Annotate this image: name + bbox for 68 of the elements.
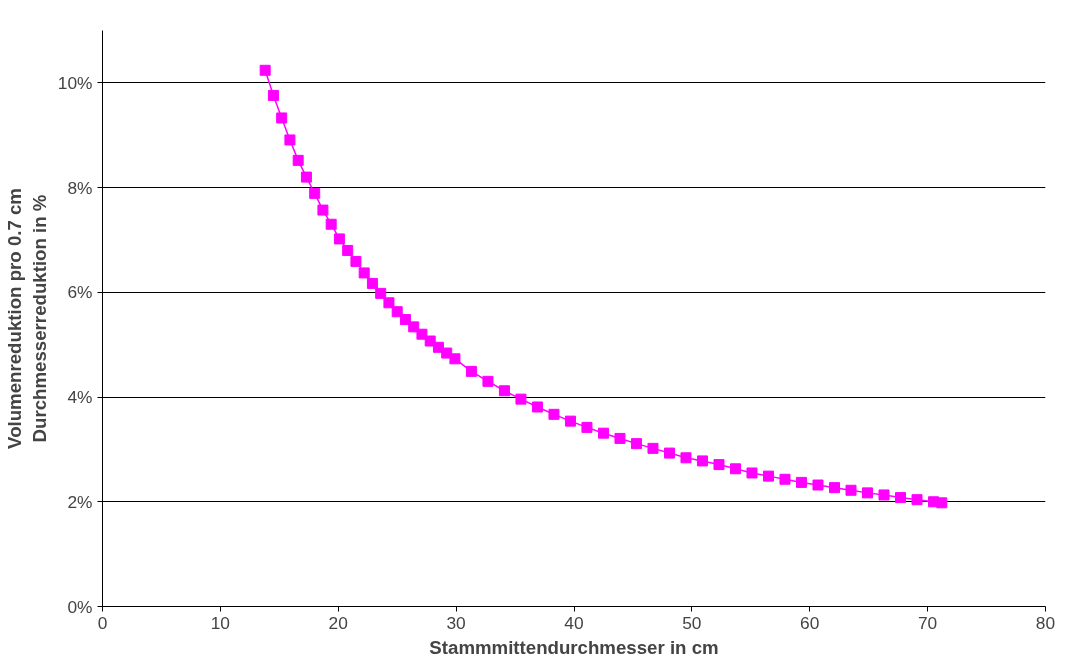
x-tick-label: 0 <box>97 612 108 633</box>
point <box>614 432 626 444</box>
point <box>936 497 948 509</box>
y-tick-label: 4% <box>67 387 93 408</box>
x-tick-label: 10 <box>210 612 231 633</box>
point <box>564 415 576 427</box>
x-tick-label: 40 <box>564 612 584 633</box>
point <box>482 375 494 387</box>
x-tick-label: 50 <box>682 612 702 633</box>
y-axis-title: Volumenreduktion pro 0.7 cm Durchmesserreduktion in % <box>3 188 50 449</box>
point <box>746 467 758 479</box>
point <box>399 314 411 326</box>
point <box>317 204 329 216</box>
y-tick-label: 8% <box>67 177 93 198</box>
point <box>358 267 370 279</box>
point <box>762 470 774 482</box>
x-tick-label: 20 <box>328 612 348 633</box>
point <box>597 427 609 439</box>
point <box>375 287 387 299</box>
x-tick-label: 70 <box>917 612 938 633</box>
point <box>342 244 354 256</box>
point <box>300 171 312 183</box>
x-tick-label: 30 <box>446 612 466 633</box>
point <box>845 484 857 496</box>
point <box>259 64 271 76</box>
point <box>424 335 436 347</box>
point <box>515 393 527 405</box>
point <box>663 447 675 459</box>
point <box>729 463 741 475</box>
point <box>391 306 403 318</box>
point <box>531 401 543 413</box>
point <box>862 487 874 499</box>
x-tick-label: 60 <box>800 612 820 633</box>
point <box>713 459 725 471</box>
point <box>383 297 395 309</box>
point <box>276 112 288 124</box>
point <box>680 452 692 464</box>
point <box>647 442 659 454</box>
point <box>292 154 304 166</box>
point <box>779 473 791 485</box>
point <box>416 328 428 340</box>
y-tick-label: 6% <box>67 282 93 303</box>
point <box>465 365 477 377</box>
point <box>267 89 279 101</box>
x-axis-title: Stammmittendurchmesser in cm <box>429 636 719 658</box>
point <box>449 353 461 365</box>
point <box>696 455 708 467</box>
point <box>333 233 345 245</box>
point <box>284 134 296 146</box>
point <box>829 482 840 494</box>
point <box>895 492 907 504</box>
y-tick-label: 2% <box>67 491 93 512</box>
point <box>878 489 890 501</box>
y-tick-label: 0% <box>67 596 93 617</box>
point <box>581 421 593 433</box>
point <box>366 277 378 289</box>
point <box>796 476 807 488</box>
point <box>498 385 510 397</box>
y-tick-label: 10% <box>57 72 93 93</box>
x-tick-label: 80 <box>1035 612 1056 633</box>
point <box>325 218 337 230</box>
point <box>548 408 560 420</box>
point <box>309 187 321 199</box>
point <box>350 255 362 267</box>
point <box>630 438 642 450</box>
point <box>911 494 923 506</box>
point <box>812 479 824 491</box>
point <box>408 321 420 333</box>
